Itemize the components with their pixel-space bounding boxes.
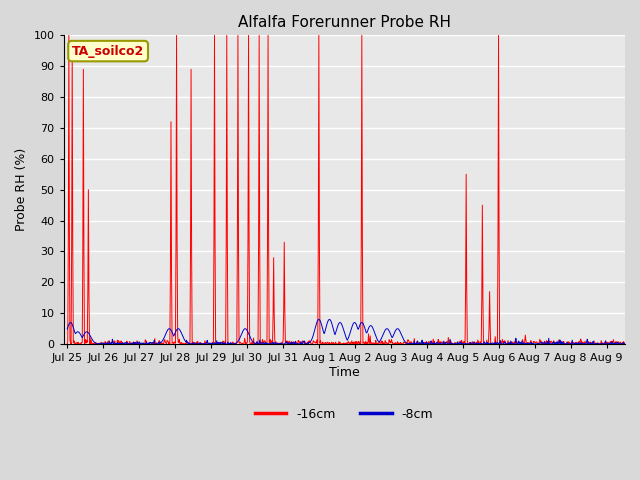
Y-axis label: Probe RH (%): Probe RH (%) — [15, 148, 28, 231]
X-axis label: Time: Time — [329, 366, 360, 379]
Title: Alfalfa Forerunner Probe RH: Alfalfa Forerunner Probe RH — [237, 15, 451, 30]
Legend: -16cm, -8cm: -16cm, -8cm — [250, 403, 438, 426]
Text: TA_soilco2: TA_soilco2 — [72, 45, 144, 58]
